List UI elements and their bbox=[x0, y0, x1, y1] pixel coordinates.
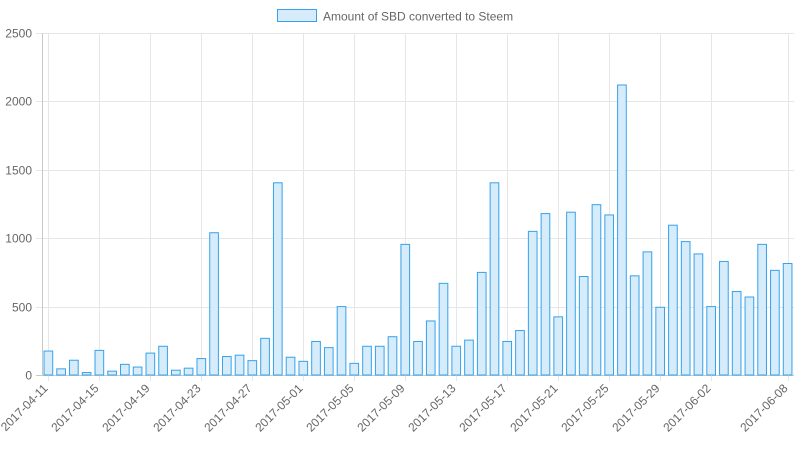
bar-2017-05-12[interactable] bbox=[438, 282, 449, 376]
bar-2017-05-21[interactable] bbox=[553, 316, 564, 376]
bar-2017-05-11[interactable] bbox=[425, 320, 436, 376]
bar-2017-04-17[interactable] bbox=[120, 363, 130, 376]
bar-2017-04-22[interactable] bbox=[183, 367, 194, 376]
legend-label: Amount of SBD converted to Steem bbox=[323, 10, 513, 24]
x-tick-label: 2017-05-25 bbox=[558, 381, 612, 435]
y-tick-label: 2500 bbox=[5, 27, 32, 41]
x-tick-label: 2017-06-08 bbox=[737, 381, 791, 435]
bar-2017-04-16[interactable] bbox=[107, 370, 117, 376]
bar-2017-05-14[interactable] bbox=[464, 339, 474, 376]
bar-2017-05-24[interactable] bbox=[591, 204, 602, 376]
bar-2017-04-13[interactable] bbox=[69, 359, 79, 376]
bar-2017-05-18[interactable] bbox=[515, 330, 525, 376]
y-axis-ticks: 0 500 1000 1500 2000 2500 bbox=[5, 27, 32, 383]
x-tick-label: 2017-04-11 bbox=[0, 381, 51, 434]
bar-2017-05-31[interactable] bbox=[680, 241, 691, 376]
y-tick-label: 0 bbox=[25, 369, 32, 383]
bar-2017-04-30[interactable] bbox=[285, 356, 296, 376]
x-tick-label: 2017-05-09 bbox=[354, 381, 408, 435]
y-tick-label: 1500 bbox=[5, 164, 32, 178]
x-tick-label: 2017-04-15 bbox=[48, 381, 102, 435]
bar-2017-05-27[interactable] bbox=[629, 275, 640, 376]
bar-2017-05-09[interactable] bbox=[400, 243, 411, 376]
chart-legend[interactable]: Amount of SBD converted to Steem bbox=[277, 9, 514, 24]
bar-2017-04-21[interactable] bbox=[171, 369, 181, 376]
x-tick-label: 2017-05-05 bbox=[303, 381, 357, 435]
bar-2017-05-03[interactable] bbox=[323, 347, 334, 376]
bar-2017-04-26[interactable] bbox=[234, 354, 245, 376]
bar-2017-05-02[interactable] bbox=[311, 340, 321, 376]
bar-2017-05-04[interactable] bbox=[336, 306, 347, 376]
bar-2017-04-15[interactable] bbox=[94, 349, 105, 376]
chart-grid bbox=[36, 33, 794, 381]
bar-2017-06-01[interactable] bbox=[693, 253, 704, 376]
y-tick-label: 500 bbox=[12, 301, 32, 315]
y-tick-label: 1000 bbox=[5, 232, 32, 246]
bar-2017-05-26[interactable] bbox=[617, 84, 627, 376]
bar-2017-05-06[interactable] bbox=[362, 345, 372, 376]
bar-2017-05-19[interactable] bbox=[527, 230, 538, 376]
bar-2017-05-10[interactable] bbox=[413, 340, 423, 376]
bar-2017-06-07[interactable] bbox=[770, 269, 780, 376]
bar-2017-05-05[interactable] bbox=[349, 362, 360, 376]
bar-2017-05-20[interactable] bbox=[540, 213, 551, 376]
bar-2017-04-27[interactable] bbox=[247, 360, 258, 376]
x-tick-label: 2017-04-23 bbox=[150, 381, 204, 435]
bar-2017-04-18[interactable] bbox=[132, 366, 143, 376]
bar-2017-06-03[interactable] bbox=[719, 260, 729, 376]
bar-2017-04-23[interactable] bbox=[196, 358, 207, 376]
bar-2017-04-14[interactable] bbox=[81, 372, 92, 376]
y-tick-label: 2000 bbox=[5, 95, 32, 109]
x-tick-label: 2017-04-19 bbox=[99, 381, 153, 435]
bar-2017-04-20[interactable] bbox=[158, 345, 168, 376]
bar-2017-04-29[interactable] bbox=[272, 182, 283, 376]
bar-2017-05-29[interactable] bbox=[655, 306, 666, 376]
x-tick-label: 2017-05-17 bbox=[456, 381, 510, 435]
bar-2017-05-30[interactable] bbox=[668, 224, 678, 376]
x-tick-label: 2017-05-21 bbox=[507, 381, 561, 435]
bar-2017-05-07[interactable] bbox=[374, 345, 385, 376]
x-tick-label: 2017-05-29 bbox=[609, 381, 663, 435]
bar-2017-04-25[interactable] bbox=[221, 356, 232, 376]
x-axis-ticks: 2017-04-112017-04-152017-04-192017-04-23… bbox=[0, 381, 791, 435]
x-tick-label: 2017-04-27 bbox=[201, 381, 255, 435]
bar-2017-06-02[interactable] bbox=[706, 306, 716, 376]
bar-2017-04-11[interactable] bbox=[43, 350, 54, 376]
bar-2017-06-04[interactable] bbox=[731, 291, 742, 376]
bar-2017-05-13[interactable] bbox=[451, 345, 462, 376]
chart-bars bbox=[43, 84, 793, 376]
bar-2017-05-25[interactable] bbox=[604, 214, 615, 376]
x-tick-label: 2017-06-02 bbox=[660, 381, 714, 435]
bar-2017-06-08[interactable] bbox=[782, 263, 793, 376]
x-tick-label: 2017-05-13 bbox=[405, 381, 459, 435]
bar-2017-05-17[interactable] bbox=[502, 340, 513, 376]
legend-swatch bbox=[277, 9, 317, 22]
bar-2017-04-12[interactable] bbox=[56, 368, 66, 376]
bar-2017-05-15[interactable] bbox=[476, 271, 487, 376]
bar-2017-04-28[interactable] bbox=[260, 337, 270, 376]
bar-2017-04-24[interactable] bbox=[209, 232, 219, 376]
bar-2017-04-19[interactable] bbox=[145, 352, 156, 376]
bar-2017-06-06[interactable] bbox=[757, 243, 767, 376]
bar-2017-05-22[interactable] bbox=[566, 211, 576, 376]
x-tick-label: 2017-05-01 bbox=[252, 381, 306, 435]
bar-2017-05-08[interactable] bbox=[387, 336, 398, 376]
bar-2017-05-16[interactable] bbox=[489, 182, 500, 376]
bar-2017-05-28[interactable] bbox=[642, 251, 653, 376]
bar-2017-05-01[interactable] bbox=[298, 360, 309, 376]
bar-2017-06-05[interactable] bbox=[744, 296, 755, 376]
bar-2017-05-23[interactable] bbox=[578, 276, 589, 376]
